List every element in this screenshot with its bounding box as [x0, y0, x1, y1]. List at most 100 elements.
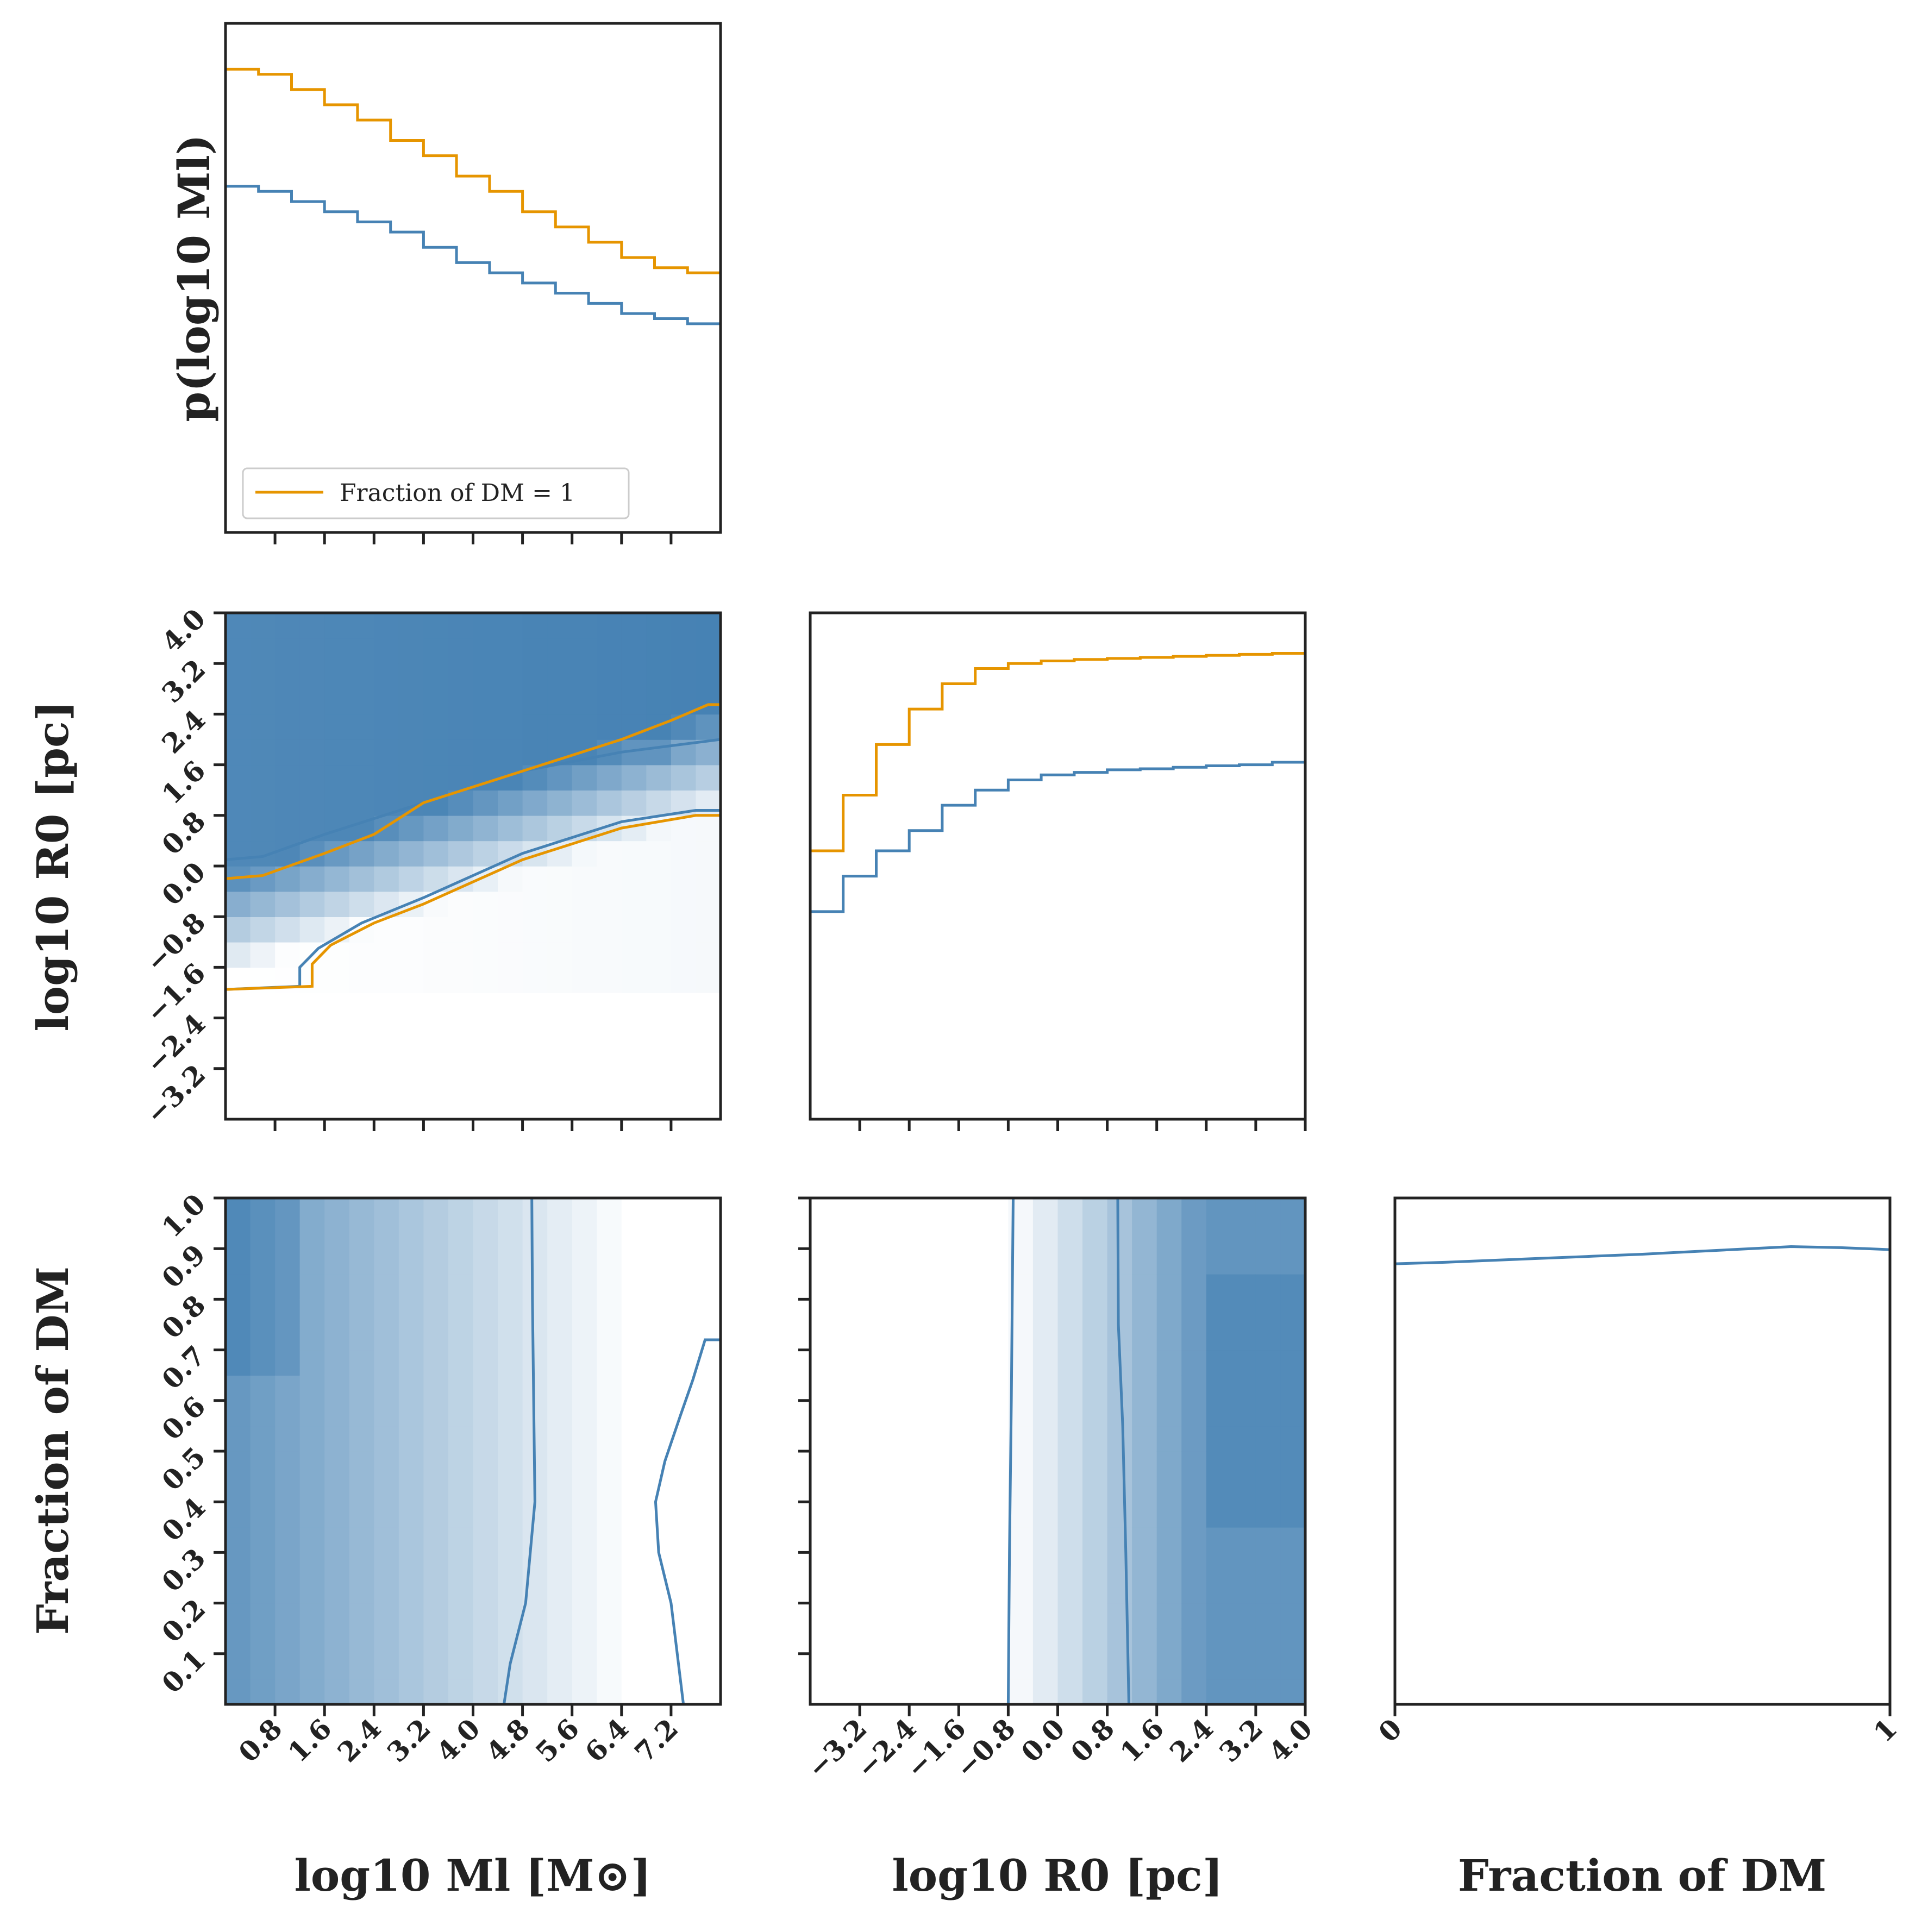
heat-cell [621, 663, 647, 689]
heat-cell [349, 1502, 375, 1528]
heat-cell [324, 1679, 350, 1704]
heat-cell [1156, 1552, 1182, 1578]
heat-cell [934, 1249, 960, 1275]
heat-cell [498, 1274, 523, 1300]
heat-cell [299, 638, 325, 664]
heat-cell [572, 1043, 598, 1069]
heat-cell [934, 1299, 960, 1325]
heat-cell [547, 1274, 573, 1300]
heat-cell [275, 613, 301, 639]
heat-cell [1107, 1527, 1132, 1553]
heat-cell [909, 1223, 935, 1249]
heat-cell [597, 1223, 622, 1249]
heat-cell [1280, 1451, 1305, 1477]
heat-cell [299, 891, 325, 917]
heat-cell [349, 1223, 375, 1249]
heat-cell [423, 1679, 449, 1704]
heat-cell [275, 1223, 301, 1249]
heat-cell [860, 1375, 885, 1401]
heat-cell [696, 1603, 721, 1629]
heat-cell [696, 1325, 721, 1351]
heat-cell [398, 1223, 424, 1249]
heat-cell [275, 1068, 301, 1095]
heat-cell [597, 1451, 622, 1477]
heat-cell [621, 840, 647, 867]
heat-cell [349, 1653, 375, 1680]
heat-cell [398, 840, 424, 867]
heat-cell [1132, 1476, 1157, 1502]
heat-cell [374, 1375, 399, 1401]
heat-cell [1107, 1274, 1132, 1300]
heat-cell [473, 967, 498, 993]
heat-cell [646, 1018, 672, 1044]
heat-cell [522, 1094, 548, 1119]
heat-cell [646, 1350, 672, 1376]
heat-cell [250, 1400, 276, 1427]
heat-cell [398, 714, 424, 740]
heat-cell [1082, 1375, 1108, 1401]
heat-cell [349, 1043, 375, 1069]
heat-cell [1082, 1679, 1108, 1704]
heat-cell [448, 1426, 474, 1452]
heat-cell [909, 1679, 935, 1704]
heat-cell [226, 815, 251, 842]
heat-cell [522, 1018, 548, 1044]
heat-cell [324, 1426, 350, 1452]
heat-cell [250, 1375, 276, 1401]
contour-blue-inner [502, 1198, 536, 1704]
heat-cell [349, 688, 375, 715]
heat-cell [1032, 1502, 1059, 1528]
heat-cell [810, 1249, 836, 1275]
heat-cell [934, 1350, 960, 1376]
heat-cell [299, 866, 325, 892]
heat-cell [909, 1350, 935, 1376]
heat-cell [448, 815, 474, 842]
heat-cell [374, 866, 399, 892]
heat-cell [1181, 1628, 1207, 1654]
heat-cell [621, 1578, 647, 1604]
heat-cell [646, 764, 672, 791]
heat-cell [810, 1653, 836, 1680]
heat-cell [349, 866, 375, 892]
heat-cell [646, 1375, 672, 1401]
heat-cell [1231, 1375, 1256, 1401]
heat-cell [1132, 1603, 1157, 1629]
heat-cell [909, 1299, 935, 1325]
heat-cell [597, 1628, 622, 1654]
heat-cell [1008, 1502, 1034, 1528]
heat-cell [671, 1578, 697, 1604]
heat-cell [884, 1223, 910, 1249]
heat-cell [835, 1653, 860, 1680]
heat-cell [835, 1299, 860, 1325]
heat-cell [671, 1350, 697, 1376]
heat-cell [621, 1043, 647, 1069]
y-tick-label: 0.3 [155, 1542, 211, 1598]
heat-cell [299, 1552, 325, 1578]
heat-cell [275, 1400, 301, 1427]
heat-cell [696, 1679, 721, 1704]
heat-cell [1231, 1628, 1256, 1654]
heat-cell [934, 1679, 960, 1704]
heat-cell [597, 967, 622, 993]
heat-cell [498, 1578, 523, 1604]
heat-cell [374, 1451, 399, 1477]
heat-cell [810, 1426, 836, 1452]
heat-cell [696, 1578, 721, 1604]
heat-cell [423, 1198, 449, 1224]
heat-cell [1057, 1274, 1083, 1300]
heat-cell [810, 1350, 836, 1376]
heat-cell [374, 1653, 399, 1680]
heat-cell [374, 1198, 399, 1224]
heat-cell [374, 1502, 399, 1528]
heat-cell [1082, 1426, 1108, 1452]
heat-cell [398, 688, 424, 715]
heat-cell [522, 739, 548, 766]
heat-cell [275, 1679, 301, 1704]
heat-cell [498, 1198, 523, 1224]
heat-cell [983, 1249, 1009, 1275]
heat-cell [498, 1350, 523, 1376]
heat-cell [522, 1679, 548, 1704]
heat-cell [646, 613, 672, 639]
heat-cell [522, 1274, 548, 1300]
series-fraction-of-dm-1 [226, 67, 721, 274]
